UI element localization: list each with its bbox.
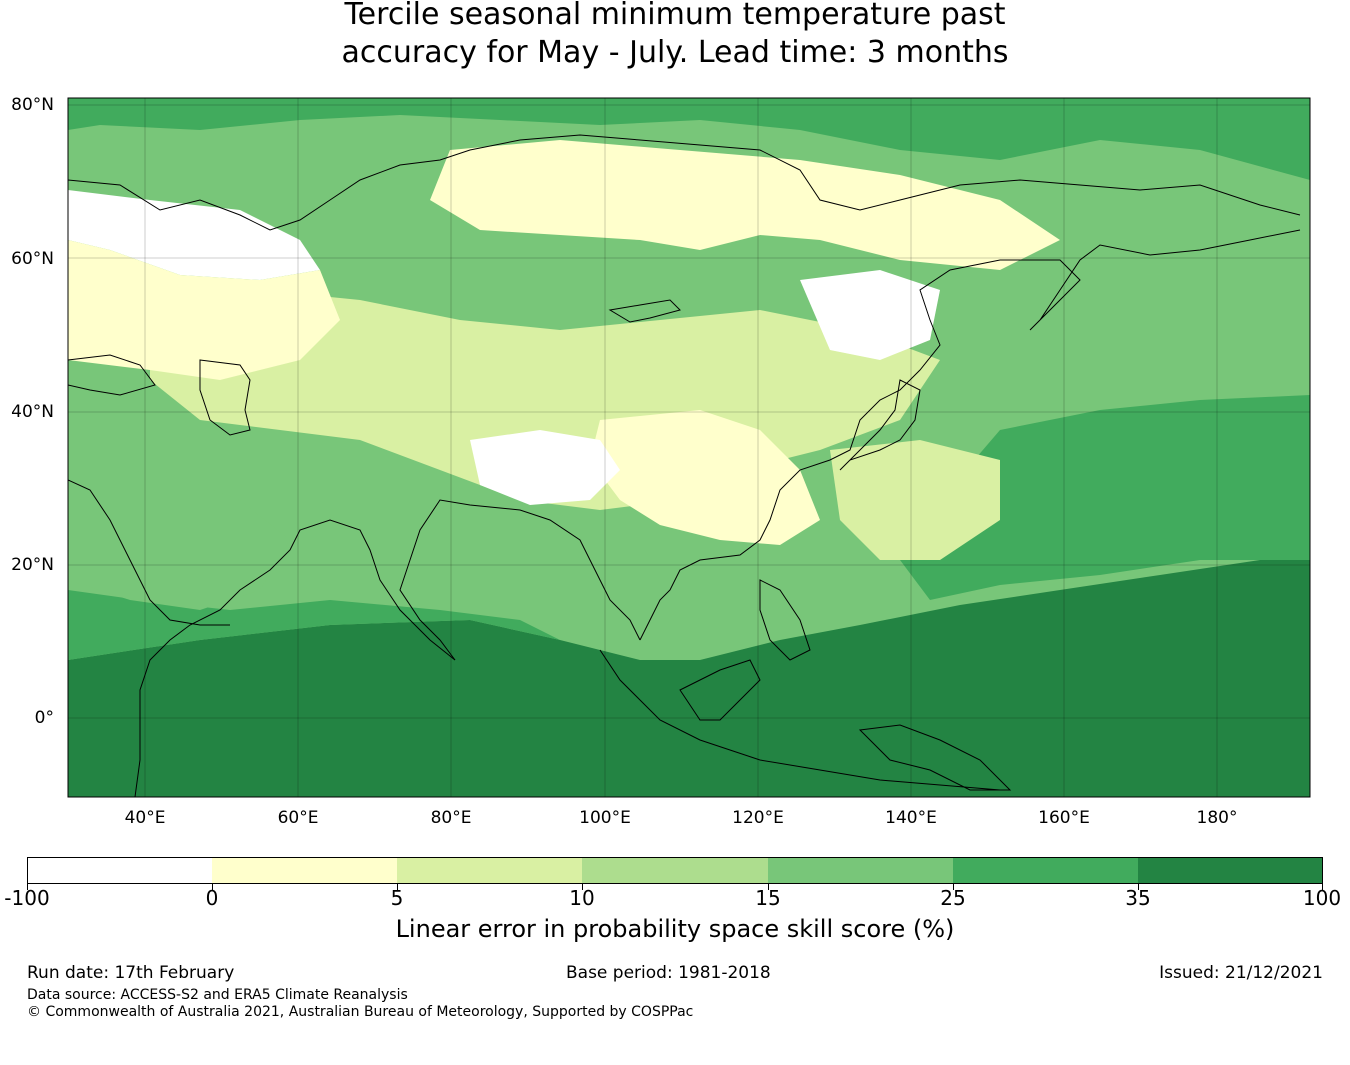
- skill-region-china: [590, 410, 820, 545]
- run-date: Run date: 17th February: [27, 963, 235, 983]
- colorbar-tick: [953, 884, 954, 890]
- lon-label: 100°E: [579, 808, 631, 828]
- colorbar-label: 100: [1302, 886, 1342, 910]
- lon-label: 140°E: [885, 808, 937, 828]
- colorbar-label: 25: [940, 886, 966, 910]
- lon-label: 60°E: [278, 808, 319, 828]
- colorbar-tick: [1138, 884, 1139, 890]
- colorbar-title: Linear error in probability space skill …: [395, 915, 955, 943]
- lat-label: 0°: [35, 708, 54, 728]
- colorbar-label: 0: [205, 886, 219, 910]
- colorbar-label: 5: [390, 886, 404, 910]
- map-title-line-1: Tercile seasonal minimum temperature pas…: [344, 0, 1006, 32]
- colorbar-tick: [768, 884, 769, 890]
- lat-label: 40°N: [11, 402, 54, 422]
- map-frame: [67, 97, 1311, 798]
- colorbar-segment: [212, 857, 397, 884]
- colorbar-segment: [582, 857, 768, 884]
- data-source: Data source: ACCESS-S2 and ERA5 Climate …: [27, 987, 408, 1003]
- colorbar-segment: [27, 857, 212, 884]
- lon-label: 180°: [1197, 808, 1238, 828]
- colorbar-tick: [212, 884, 213, 890]
- skill-region-north-pacific: [900, 395, 1310, 600]
- skill-region-arctic: [68, 98, 1310, 180]
- coastlines: [68, 134, 1301, 797]
- colorbar-label: 35: [1125, 886, 1151, 910]
- colorbar-tick: [397, 884, 398, 890]
- skill-region-manchuria: [800, 270, 940, 360]
- lat-label: 60°N: [11, 249, 54, 269]
- colorbar-segment: [768, 857, 953, 884]
- lat-label: 20°N: [11, 555, 54, 575]
- lon-label: 80°E: [431, 808, 472, 828]
- colorbar-segment: [1138, 857, 1323, 884]
- lon-label: 120°E: [732, 808, 784, 828]
- lon-label: 160°E: [1038, 808, 1090, 828]
- colorbar-segment: [397, 857, 582, 884]
- issued-date: Issued: 21/12/2021: [1159, 963, 1323, 983]
- longitude-labels: 40°E 60°E 80°E 100°E 120°E 140°E 160°E 1…: [125, 808, 1238, 828]
- map-title-line-2: accuracy for May - July. Lead time: 3 mo…: [341, 35, 1009, 70]
- lon-label: 40°E: [125, 808, 166, 828]
- skill-region-siberia: [430, 140, 1060, 270]
- latitude-labels: 80°N 60°N 40°N 20°N 0°: [11, 95, 54, 728]
- colorbar-tick: [1322, 884, 1323, 890]
- base-period: Base period: 1981-2018: [566, 963, 771, 983]
- copyright-notice: © Commonwealth of Australia 2021, Austra…: [27, 1004, 694, 1020]
- skill-region-tibet: [470, 430, 620, 505]
- colorbar-label: 15: [755, 886, 781, 910]
- skill-region-west-russia: [68, 240, 340, 380]
- colorbar-segment: [953, 857, 1138, 884]
- skill-region-tropical-ocean: [68, 560, 1310, 797]
- colorbar-label: -100: [4, 886, 50, 910]
- colorbar-tick: [582, 884, 583, 890]
- colorbar-tick: [27, 884, 28, 890]
- skill-region-arabia: [68, 470, 290, 610]
- lat-label: 80°N: [11, 95, 54, 115]
- colorbar-label: 10: [569, 886, 595, 910]
- skill-region-west-pacific: [830, 440, 1000, 560]
- map-field: [68, 98, 1310, 797]
